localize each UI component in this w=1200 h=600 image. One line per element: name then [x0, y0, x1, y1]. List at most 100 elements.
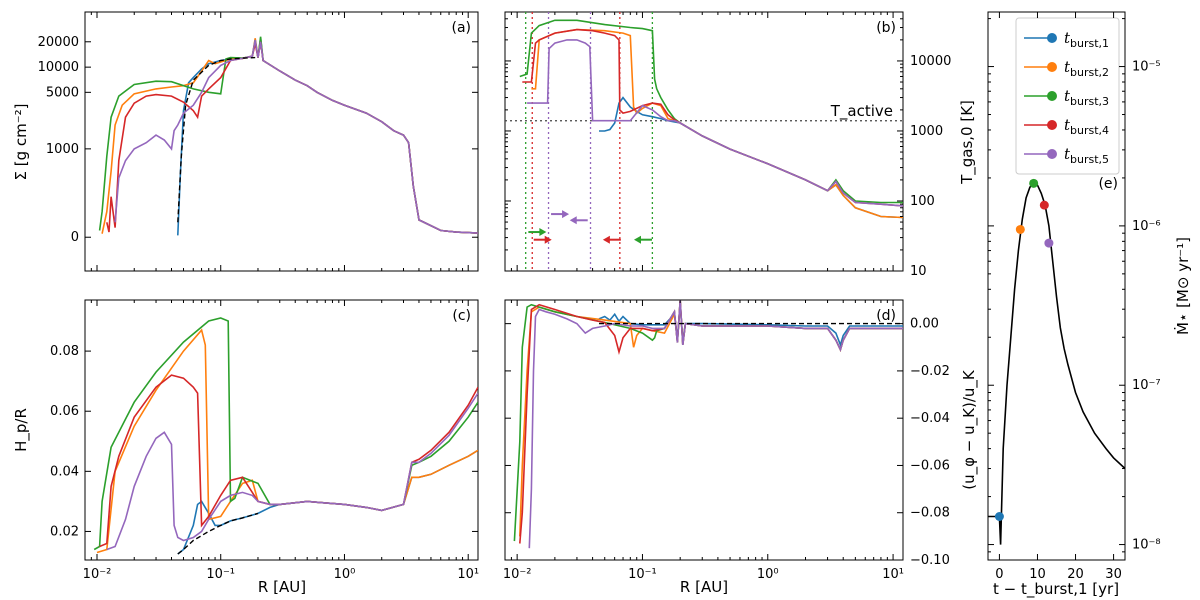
series-line-t-burst-1: [177, 449, 478, 555]
legend-label-subscript: burst,5: [1070, 153, 1109, 166]
y-tick-label: 1000: [910, 124, 943, 139]
panel-label-e: (e): [1098, 176, 1118, 192]
y-tick-label: 5000: [46, 85, 79, 100]
x-tick-label: 30: [1105, 567, 1122, 582]
series-line-t-burst-5: [106, 392, 478, 551]
y-tick-label: 10⁻⁷: [1132, 378, 1161, 393]
x-tick-label: 0: [995, 567, 1003, 582]
y-tick-label: 0: [71, 230, 79, 245]
y-tick-label: 20000: [38, 35, 79, 50]
legend-label-subscript: burst,3: [1070, 95, 1109, 108]
series-line-t-burst-5: [527, 39, 903, 207]
legend-marker: [1047, 33, 1057, 43]
legend-marker: [1047, 149, 1057, 159]
legend-marker: [1047, 120, 1057, 130]
y-axis-label-e: Ṁ⋆ [M⊙ yr⁻¹]: [1173, 237, 1192, 335]
y-tick-label: 10⁻⁶: [1132, 219, 1161, 234]
initial-dashed-line: [177, 56, 256, 223]
y-axis-label-a: Σ [g cm⁻²]: [12, 103, 30, 180]
y-tick-label: 0.00: [910, 317, 939, 332]
y-tick-label: 10: [910, 264, 927, 279]
x-tick-label: 10⁻¹: [206, 567, 235, 582]
y-tick-label: 0.04: [50, 464, 79, 479]
burst-marker-t-burst-1: [994, 512, 1004, 522]
y-tick-label: 10000: [910, 54, 951, 69]
series-line-t-burst-1: [598, 304, 903, 348]
x-axis-label-c: R [AU]: [258, 578, 306, 596]
panel-a-frame: [84, 11, 479, 272]
x-tick-label: 10¹: [457, 567, 479, 582]
y-tick-label: 10⁻⁵: [1132, 60, 1161, 75]
x-tick-label: 20: [1067, 567, 1084, 582]
burst-marker-t-burst-5: [1044, 238, 1054, 248]
legend-label-subscript: burst,1: [1070, 37, 1109, 50]
front-arrow-head: [539, 228, 547, 237]
y-tick-label: 0.06: [50, 404, 79, 419]
panel-label-c: (c): [452, 308, 471, 324]
panel-label-d: (d): [876, 308, 896, 324]
x-tick-label: 10¹: [882, 567, 904, 582]
front-arrow-head: [562, 210, 570, 219]
panel-e: 0 10 20 30 10⁻⁸ 10⁻⁷ 10⁻⁶ 10⁻⁵: [988, 12, 1161, 582]
initial-dashed-line: [177, 512, 259, 555]
y-tick-label: 10⁻⁸: [1132, 538, 1161, 553]
legend-box: [1015, 17, 1120, 175]
y-tick-label: −0.10: [910, 553, 950, 568]
legend-marker: [1047, 62, 1057, 72]
y-axis-label-d: (u_φ − u_K)/u_K: [960, 369, 979, 490]
x-tick-label: 10⁻²: [83, 567, 112, 582]
x-tick-label: 10: [1029, 567, 1046, 582]
series-line-t-burst-3: [93, 317, 478, 551]
panel-e-frame: [987, 11, 1126, 561]
front-arrow-head: [602, 235, 610, 244]
series-line-t-burst-3: [519, 19, 903, 204]
panel-a-plot-area: [98, 36, 478, 236]
t-active-label: T_active: [830, 102, 893, 121]
burst-marker-t-burst-3: [1029, 178, 1039, 188]
accretion-rate-line: [988, 182, 1125, 545]
front-arrow-head: [569, 216, 577, 225]
x-axis-label-d: R [AU]: [680, 578, 728, 596]
y-tick-label: −0.02: [910, 364, 950, 379]
y-tick-label: 100: [910, 194, 935, 209]
y-tick-label: −0.06: [910, 458, 950, 473]
panel-d-frame: [504, 299, 904, 561]
panel-b-plot-area: [505, 12, 903, 271]
panel-d-plot-area: [513, 300, 903, 549]
y-tick-label: 10000: [38, 60, 79, 75]
legend-label-subscript: burst,4: [1070, 124, 1109, 137]
front-arrow-head: [633, 235, 641, 244]
legend-label-subscript: burst,2: [1070, 66, 1109, 79]
y-tick-label: 0.08: [50, 344, 79, 359]
panel-c: 10⁻² 10⁻¹ 10⁰ 10¹ 0.02 0.04 0.06 0.08: [50, 300, 479, 582]
y-tick-label: 0.02: [50, 524, 79, 539]
series-line-t-burst-2: [531, 28, 903, 219]
burst-marker-t-burst-4: [1039, 200, 1049, 210]
y-tick-label: 1000: [46, 142, 79, 157]
series-line-t-burst-5: [114, 39, 478, 234]
x-tick-label: 10⁻¹: [628, 567, 657, 582]
series-line-t-burst-5: [528, 300, 903, 549]
panel-label-b: (b): [876, 20, 896, 36]
panel-a: 0 1000 5000 10000 20000: [38, 12, 478, 271]
series-line-t-burst-4: [106, 41, 478, 234]
y-axis-label-c: H_p/R: [12, 408, 31, 452]
panel-d: 10⁻² 10⁻¹ 10⁰ 10¹ 0.00 −0.02 −0.04 −0.06 −0.08 −0…: [503, 300, 950, 582]
panel-b: 10 100 1000 10000: [504, 11, 951, 279]
y-axis-label-b: T_gas,0 [K]: [958, 100, 977, 185]
x-tick-label: 10⁻²: [503, 567, 532, 582]
y-tick-label: −0.04: [910, 411, 950, 426]
front-arrow-head: [544, 235, 552, 244]
panel-e-plot-area: [988, 178, 1125, 545]
series-line-t-burst-1: [177, 38, 478, 236]
burst-marker-t-burst-2: [1015, 224, 1025, 234]
panel-c-plot-area: [93, 317, 478, 555]
x-tick-label: 10⁰: [757, 567, 779, 582]
legend-marker: [1047, 91, 1057, 101]
panel-b-frame: [504, 11, 904, 272]
y-tick-label: −0.08: [910, 506, 950, 521]
x-tick-label: 10⁰: [334, 567, 356, 582]
